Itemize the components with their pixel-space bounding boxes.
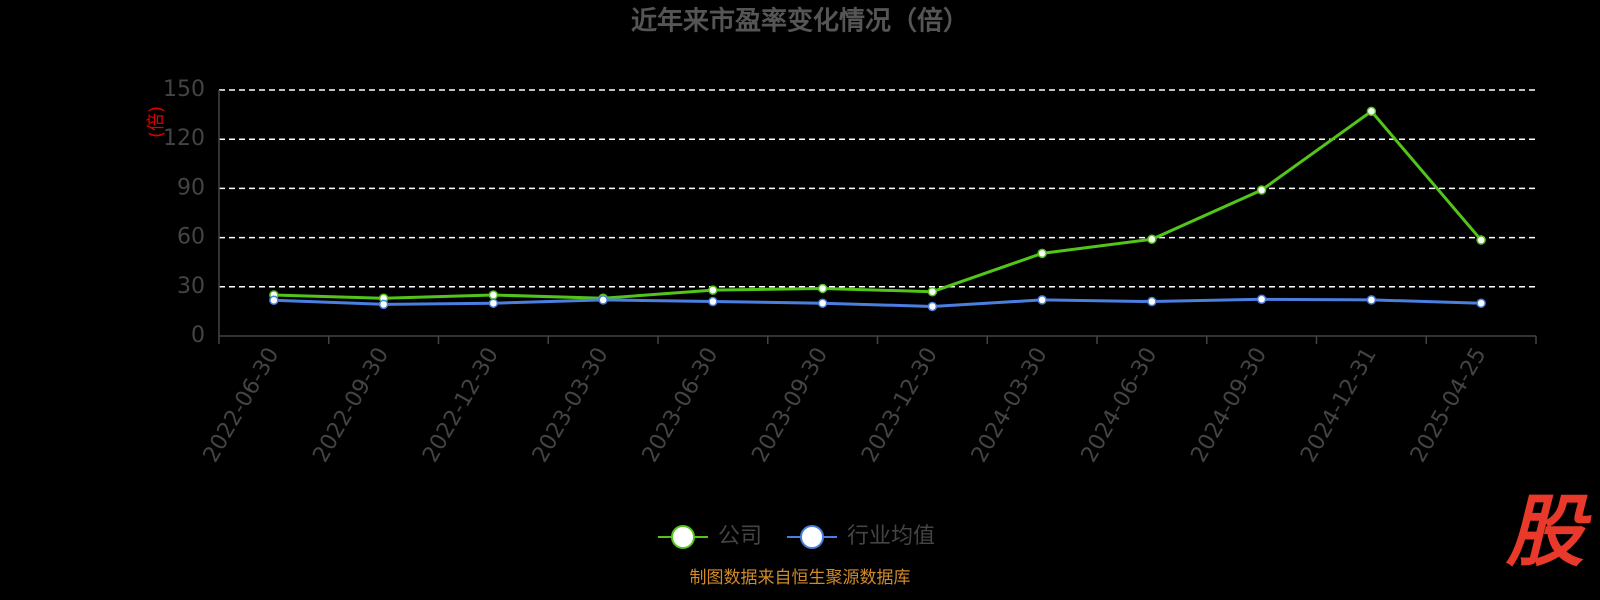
y-tick-label: 90 <box>177 175 205 200</box>
x-tick-label: 2022-09-30 <box>308 344 394 467</box>
x-tick-label: 2023-12-30 <box>857 344 943 467</box>
legend-item[interactable]: 公司 <box>658 524 762 549</box>
data-point <box>1256 294 1267 305</box>
data-point <box>598 295 608 305</box>
data-point <box>378 299 389 310</box>
legend-label: 公司 <box>718 524 762 549</box>
data-point <box>708 285 718 295</box>
data-point <box>1147 234 1157 244</box>
data-point <box>1256 185 1267 195</box>
data-point <box>488 298 499 308</box>
series-line <box>273 109 1483 300</box>
data-point <box>817 283 828 294</box>
x-tick-label: 2024-03-30 <box>967 344 1053 467</box>
data-point <box>1147 296 1157 307</box>
x-tick-label: 2022-12-30 <box>418 344 504 467</box>
data-point <box>488 290 499 300</box>
y-tick-label: 30 <box>177 274 205 299</box>
data-point <box>269 295 279 305</box>
series-line <box>273 297 1482 308</box>
legend-label: 行业均值 <box>847 524 935 549</box>
x-tick-label: 2023-06-30 <box>638 344 724 467</box>
x-tick-label: 2024-06-30 <box>1077 344 1163 467</box>
x-tick-label: 2024-09-30 <box>1186 344 1272 467</box>
y-tick-label: 150 <box>163 77 205 102</box>
data-point <box>1476 298 1486 308</box>
data-point <box>708 296 718 307</box>
x-tick-label: 2022-06-30 <box>199 344 285 467</box>
y-axis-label: (倍) <box>146 106 167 138</box>
data-point <box>1366 106 1377 117</box>
y-tick-label: 120 <box>163 126 205 151</box>
data-point <box>927 301 938 312</box>
legend-marker <box>800 525 825 549</box>
legend-marker <box>671 525 695 549</box>
x-tick-label: 2025-04-25 <box>1406 344 1492 467</box>
y-tick-label: 0 <box>191 323 205 348</box>
y-tick-label: 60 <box>177 225 205 250</box>
x-tick-label: 2023-09-30 <box>747 344 833 467</box>
legend-item[interactable]: 行业均值 <box>787 524 935 549</box>
data-point <box>927 286 938 297</box>
source-note: 制图数据来自恒生聚源数据库 <box>690 568 911 588</box>
watermark: 股 <box>1505 487 1592 577</box>
data-point <box>1037 248 1047 259</box>
x-tick-label: 2024-12-31 <box>1296 344 1382 467</box>
data-point <box>817 298 828 308</box>
data-point <box>1037 295 1047 305</box>
x-tick-label: 2023-03-30 <box>528 344 614 467</box>
chart-title: 近年来市盈率变化情况（倍） <box>631 6 969 37</box>
data-point <box>1476 235 1486 245</box>
data-point <box>1366 295 1377 305</box>
